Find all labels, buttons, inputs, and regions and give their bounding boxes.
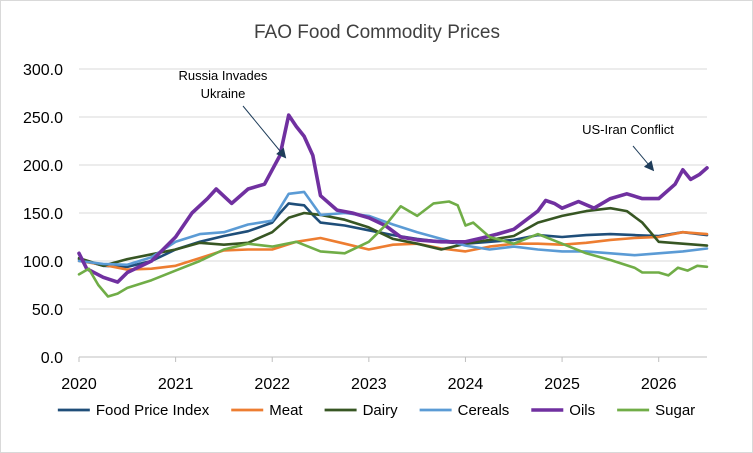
legend-label: Cereals bbox=[458, 402, 510, 419]
y-tick-label: 200.0 bbox=[23, 158, 63, 175]
y-tick-label: 0.0 bbox=[41, 350, 63, 367]
legend-item-sugar: Sugar bbox=[617, 402, 695, 419]
y-tick-label: 150.0 bbox=[23, 206, 63, 223]
series-lines bbox=[77, 113, 709, 298]
legend: Food Price Index Meat Dairy Cereals Oils Suga… bbox=[57, 402, 695, 419]
x-tick-label: 2024 bbox=[448, 376, 484, 393]
y-axis-ticks: 0.0 50.0 100.0 150.0 200.0 250.0 300.0 bbox=[23, 62, 63, 367]
x-axis-ticks: 2020 2021 2022 2023 2024 2025 2026 bbox=[61, 357, 677, 393]
y-tick-label: 100.0 bbox=[23, 254, 63, 271]
annotation-arrow-us-iran bbox=[632, 145, 655, 172]
y-tick-label: 250.0 bbox=[23, 110, 63, 127]
x-tick-label: 2021 bbox=[158, 376, 194, 393]
series-line-cereals bbox=[77, 190, 709, 267]
series-line-sugar bbox=[77, 200, 709, 298]
annotation-us-iran: US-Iran Conflict bbox=[582, 122, 674, 137]
legend-item-food-price-index: Food Price Index bbox=[57, 402, 210, 419]
legend-label: Food Price Index bbox=[96, 402, 210, 419]
legend-item-cereals: Cereals bbox=[419, 402, 510, 419]
x-tick-label: 2022 bbox=[254, 376, 290, 393]
gridlines bbox=[79, 68, 707, 358]
chart-title: FAO Food Commodity Prices bbox=[254, 22, 500, 43]
y-tick-label: 300.0 bbox=[23, 62, 63, 79]
y-tick-label: 50.0 bbox=[32, 302, 63, 319]
legend-item-meat: Meat bbox=[231, 402, 303, 419]
x-tick-label: 2023 bbox=[351, 376, 387, 393]
series-line-meat bbox=[77, 230, 709, 271]
annotation-russia-ukraine: Russia Invades Ukraine bbox=[179, 68, 268, 101]
x-tick-label: 2026 bbox=[641, 376, 677, 393]
annotations: Russia Invades Ukraine US-Iran Conflict bbox=[179, 68, 674, 172]
legend-label: Dairy bbox=[363, 402, 399, 419]
series-line-oils bbox=[77, 113, 709, 284]
annotation-arrow-russia-ukraine bbox=[242, 105, 287, 159]
legend-item-dairy: Dairy bbox=[324, 402, 399, 419]
legend-label: Sugar bbox=[655, 402, 695, 419]
series-line-dairy bbox=[77, 206, 709, 268]
x-tick-label: 2020 bbox=[61, 376, 97, 393]
legend-label: Oils bbox=[569, 402, 595, 419]
x-tick-label: 2025 bbox=[544, 376, 580, 393]
legend-label: Meat bbox=[269, 402, 303, 419]
legend-item-oils: Oils bbox=[531, 402, 595, 419]
